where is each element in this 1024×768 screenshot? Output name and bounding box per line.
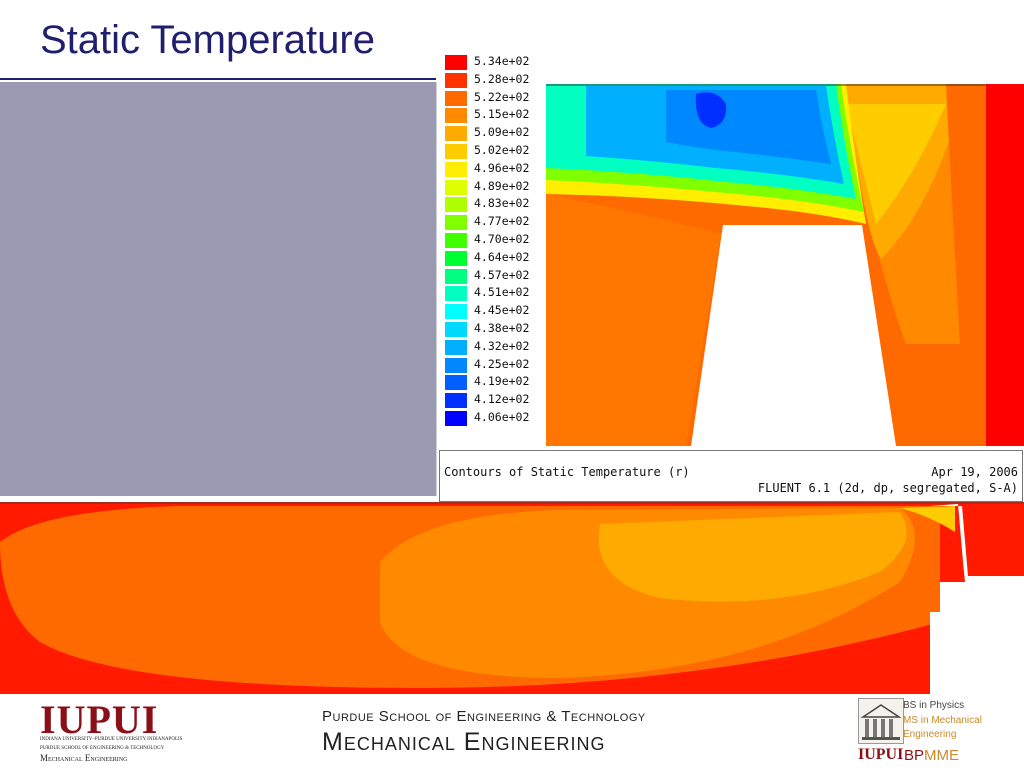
bpmme-logo-text: BPMME bbox=[904, 747, 959, 764]
contour-region-right-core bbox=[846, 104, 946, 224]
legend-entry: 4.64e+02 bbox=[445, 250, 555, 268]
footer: IUPUI INDIANA UNIVERSITY–PURDUE UNIVERSI… bbox=[0, 694, 1024, 768]
legend-entry: 5.34e+02 bbox=[445, 54, 555, 72]
legend-entry: 4.70e+02 bbox=[445, 232, 555, 250]
bpmme-iupui-logo: IUPUI bbox=[858, 746, 904, 763]
legend-swatch bbox=[445, 286, 467, 302]
contour-jet-core bbox=[695, 92, 727, 128]
legend-swatch bbox=[445, 197, 467, 213]
school-name: Purdue School of Engineering & Technolog… bbox=[322, 708, 646, 725]
legend-entry: 5.09e+02 bbox=[445, 125, 555, 143]
legend-swatch bbox=[445, 322, 467, 337]
lower-blade bbox=[930, 504, 1024, 694]
legend-swatch bbox=[445, 108, 467, 124]
legend-swatch bbox=[445, 375, 467, 391]
legend-entry: 4.19e+02 bbox=[445, 374, 555, 392]
iupui-subtitle-school: PURDUE SCHOOL OF ENGINEERING & TECHNOLOG… bbox=[40, 746, 165, 751]
legend-label: 5.22e+02 bbox=[474, 89, 530, 104]
caption-title: Contours of Static Temperature (r) bbox=[444, 465, 690, 479]
legend-entry: 4.51e+02 bbox=[445, 285, 555, 303]
legend-swatch bbox=[445, 268, 467, 284]
legend-label: 4.19e+02 bbox=[474, 374, 530, 389]
legend-label: 4.83e+02 bbox=[474, 196, 530, 211]
legend-label: 4.32e+02 bbox=[474, 338, 530, 353]
legend-label: 5.09e+02 bbox=[474, 125, 530, 140]
caption-version: FLUENT 6.1 (2d, dp, segregated, S-A) bbox=[757, 481, 1018, 495]
legend-entry: 4.83e+02 bbox=[445, 196, 555, 214]
legend-swatch bbox=[445, 126, 467, 142]
iupui-subtitle-university: INDIANA UNIVERSITY–PURDUE UNIVERSITY IND… bbox=[40, 737, 183, 742]
blade-obstacle bbox=[691, 225, 896, 446]
caption-date: Apr 19, 2006 bbox=[931, 465, 1018, 479]
lower-region-core bbox=[598, 512, 907, 602]
legend-swatch bbox=[445, 161, 467, 177]
legend-entry: 5.22e+02 bbox=[445, 90, 555, 108]
legend-label: 4.06e+02 bbox=[474, 410, 530, 424]
legend-label: 4.89e+02 bbox=[474, 178, 530, 193]
bpmme-bp: BP bbox=[904, 747, 925, 764]
legend-swatch bbox=[445, 55, 467, 70]
bpmme-building-icon bbox=[858, 698, 904, 744]
legend-entry: 4.96e+02 bbox=[445, 161, 555, 179]
legend-swatch bbox=[445, 304, 467, 320]
lower-contour-plot bbox=[0, 502, 1024, 694]
legend-label: 4.25e+02 bbox=[474, 356, 530, 371]
upper-contour-plot bbox=[546, 84, 1024, 446]
legend-label: 4.38e+02 bbox=[474, 321, 530, 335]
legend-entry: 4.12e+02 bbox=[445, 392, 555, 410]
legend-swatch bbox=[445, 72, 467, 88]
legend-entry: 4.06e+02 bbox=[445, 410, 555, 428]
legend-swatch bbox=[445, 339, 467, 355]
bpmme-line-3: Engineering bbox=[903, 729, 957, 740]
iupui-subtitle-department: Mechanical Engineering bbox=[40, 753, 128, 763]
legend-label: 4.45e+02 bbox=[474, 303, 530, 318]
legend-label: 5.34e+02 bbox=[474, 54, 530, 68]
contour-region-left bbox=[546, 194, 721, 446]
legend-swatch bbox=[445, 411, 467, 426]
building-icon bbox=[860, 704, 902, 740]
bpmme-mme: MME bbox=[924, 747, 960, 764]
gray-panel bbox=[0, 82, 438, 496]
legend-swatch bbox=[445, 393, 467, 409]
legend-entry: 4.25e+02 bbox=[445, 357, 555, 375]
legend-label: 4.77e+02 bbox=[474, 214, 530, 229]
legend-swatch bbox=[445, 179, 467, 195]
lower-region-jet bbox=[900, 506, 955, 532]
legend-label: 4.70e+02 bbox=[474, 232, 530, 246]
bpmme-line-2: MS in Mechanical bbox=[903, 715, 982, 726]
legend-label: 4.96e+02 bbox=[474, 160, 530, 175]
legend-label: 4.51e+02 bbox=[474, 285, 530, 300]
title-rule bbox=[0, 78, 436, 80]
legend-entry: 4.57e+02 bbox=[445, 268, 555, 286]
legend-swatch bbox=[445, 215, 467, 231]
contour-region-edge-band bbox=[946, 84, 986, 446]
legend-label: 5.28e+02 bbox=[474, 71, 530, 86]
legend-swatch bbox=[445, 250, 467, 266]
caption-box: Contours of Static Temperature (r) Apr 1… bbox=[439, 450, 1023, 502]
legend-label: 5.15e+02 bbox=[474, 107, 530, 122]
bpmme-line-1: BS in Physics bbox=[903, 700, 965, 711]
legend-entry: 4.45e+02 bbox=[445, 303, 555, 321]
legend-label: 4.12e+02 bbox=[474, 392, 530, 407]
legend-swatch bbox=[445, 90, 467, 106]
legend-entry: 5.02e+02 bbox=[445, 143, 555, 161]
legend-entry: 4.32e+02 bbox=[445, 339, 555, 357]
legend-swatch bbox=[445, 144, 467, 159]
legend-label: 4.57e+02 bbox=[474, 267, 530, 282]
legend-label: 5.02e+02 bbox=[474, 143, 530, 157]
legend-entry: 4.89e+02 bbox=[445, 179, 555, 197]
legend-entry: 4.38e+02 bbox=[445, 321, 555, 339]
legend-swatch bbox=[445, 233, 467, 248]
slide-title: Static Temperature bbox=[40, 18, 375, 62]
contour-region-edge bbox=[986, 84, 1024, 446]
legend-label: 4.64e+02 bbox=[474, 249, 530, 264]
legend-entry: 5.15e+02 bbox=[445, 107, 555, 125]
department-name: Mechanical Engineering bbox=[322, 728, 606, 756]
legend-entry: 5.28e+02 bbox=[445, 72, 555, 90]
iupui-logo: IUPUI bbox=[40, 697, 159, 742]
legend-entry: 4.77e+02 bbox=[445, 214, 555, 232]
legend-swatch bbox=[445, 357, 467, 373]
